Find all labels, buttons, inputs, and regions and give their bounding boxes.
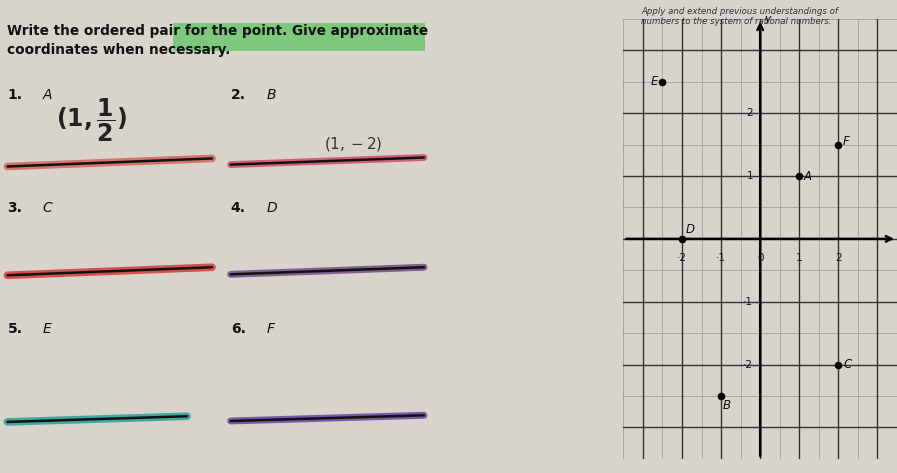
Text: F: F <box>266 322 274 336</box>
Text: y: y <box>764 14 771 24</box>
Text: $\mathit{(1, -2)}$: $\mathit{(1, -2)}$ <box>324 135 383 153</box>
Text: 1: 1 <box>746 171 753 181</box>
Text: B: B <box>266 88 276 102</box>
Text: $\mathbf{(1, \dfrac{1}{2})}$: $\mathbf{(1, \dfrac{1}{2})}$ <box>57 97 127 144</box>
Text: 0: 0 <box>757 253 763 263</box>
Text: A: A <box>42 88 52 102</box>
Text: 5.: 5. <box>7 322 22 336</box>
Text: 3.: 3. <box>7 201 22 215</box>
Text: ·1: ·1 <box>716 253 727 263</box>
Text: D: D <box>266 201 277 215</box>
Text: B: B <box>723 399 731 412</box>
Text: Apply and extend previous understandings of
numbers to the system of rational nu: Apply and extend previous understandings… <box>641 7 838 26</box>
Text: C: C <box>843 358 851 371</box>
Text: ·1: ·1 <box>744 297 753 307</box>
Text: A: A <box>804 169 812 183</box>
Text: ·2: ·2 <box>744 359 753 369</box>
Text: D: D <box>686 223 695 236</box>
Text: 2: 2 <box>835 253 841 263</box>
Text: E: E <box>651 75 658 88</box>
Text: E: E <box>42 322 51 336</box>
Text: 4.: 4. <box>231 201 246 215</box>
Text: C: C <box>42 201 52 215</box>
Text: 2.: 2. <box>231 88 246 102</box>
Text: 1: 1 <box>796 253 803 263</box>
FancyBboxPatch shape <box>173 23 425 51</box>
Text: coordinates when necessary.: coordinates when necessary. <box>7 43 231 57</box>
Text: ·2: ·2 <box>677 253 687 263</box>
Text: F: F <box>843 135 849 148</box>
Text: 1.: 1. <box>7 88 22 102</box>
Text: 6.: 6. <box>231 322 246 336</box>
Text: Write the ordered pair for the point. Give approximate: Write the ordered pair for the point. Gi… <box>7 24 429 38</box>
Text: 2: 2 <box>746 108 753 118</box>
